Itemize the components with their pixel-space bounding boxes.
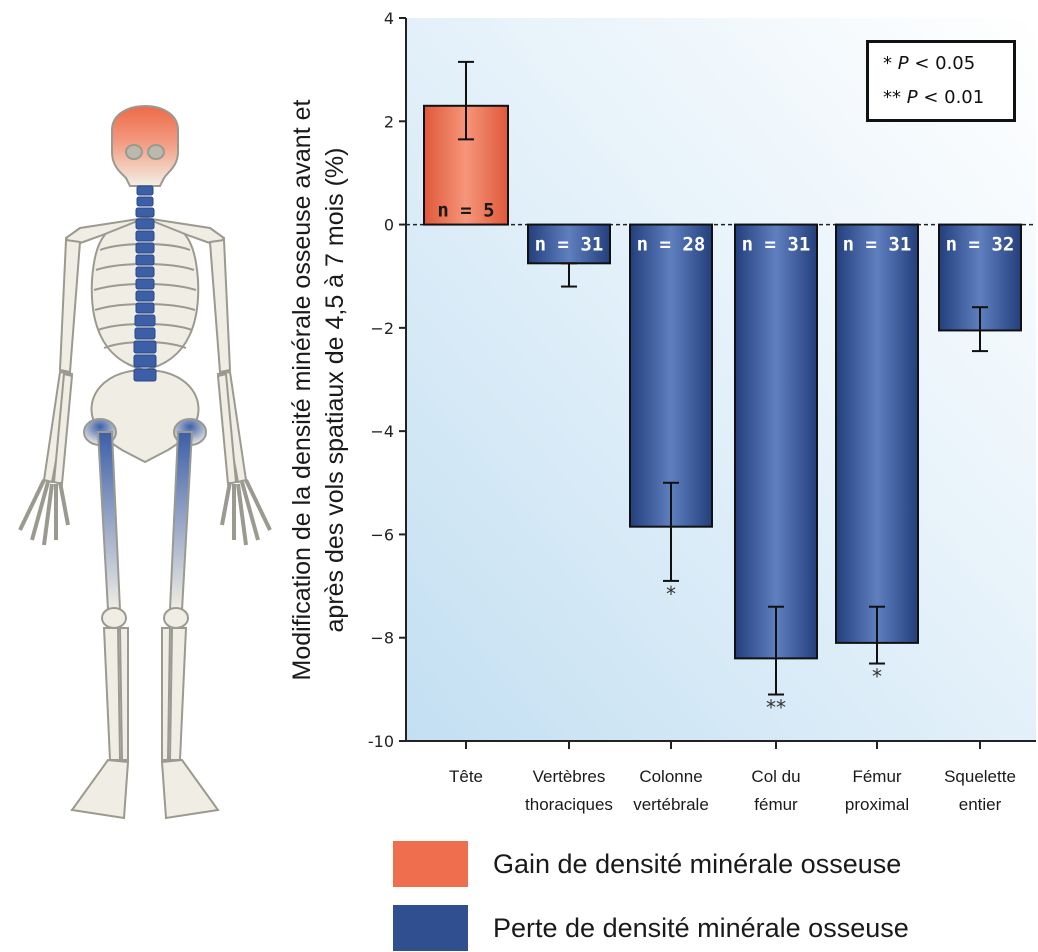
category-label: Vertèbres [533,767,606,786]
p-symbol: P [906,87,918,108]
n-label: n = 31 [535,234,604,256]
legend-label-gain: Gain de densité minérale osseuse [493,848,902,879]
legend-swatch-gain [393,841,468,887]
y-tick-label: 4 [384,9,394,28]
legend-swatch-loss [393,905,468,951]
skull [111,105,179,187]
category-label: proximal [845,795,909,814]
significance-mark: * [872,665,882,689]
skeleton-illustration [18,105,272,820]
y-tick-label: −8 [370,629,394,648]
legend-item-gain: Gain de densité minérale osseuse [393,840,901,888]
plot-background [406,18,1036,742]
bar-1 [527,223,611,265]
category-label: Fémur [852,767,901,786]
p-threshold: < 0.05 [908,53,976,74]
y-tick-label: −6 [370,525,394,544]
bar-4 [835,223,919,644]
category-label: Tête [449,767,483,786]
category-label: entier [959,795,1002,814]
pelvis [90,368,200,464]
significance-legend-item: ** P < 0.01 [883,87,984,108]
legend-item-loss: Perte de densité minérale osseuse [393,904,909,952]
y-tick-label: −2 [370,319,394,338]
category-label: Squelette [944,767,1016,786]
p-symbol: P [897,53,909,74]
category-label: Col du [751,767,800,786]
y-tick-label: 2 [384,112,394,131]
significance-stars: * [883,53,892,74]
category-label: fémur [754,795,798,814]
y-tick-label: -10 [368,732,394,751]
significance-mark: * [666,582,676,606]
bar-3 [734,223,818,660]
n-label: n = 5 [437,200,494,222]
category-labels: Tête Vertèbres thoraciques Colonne vertébral… [406,740,1036,814]
y-axis-title-line-1: Modification de la densité minérale osse… [288,100,316,681]
category-label: Colonne [639,767,702,786]
y-tick-label: −4 [370,422,394,441]
legend-label-loss: Perte de densité minérale osseuse [493,912,909,943]
bar-2 [629,223,713,528]
significance-mark: ** [766,696,786,720]
y-tick-label: 0 [384,216,394,235]
category-label: vertébrale [633,795,709,814]
p-threshold: < 0.01 [917,87,985,108]
n-label: n = 32 [946,234,1015,256]
significance-legend-item: * P < 0.05 [883,53,975,74]
significance-legend: * P < 0.05 ** P < 0.01 [866,40,1016,122]
category-label: thoraciques [525,795,613,814]
y-axis-title-line-2: après des vols spatiaux de 4,5 à 7 mois … [321,148,349,633]
n-label: n = 31 [742,234,811,256]
bars: n = 5 n = 31 n = 28 * n = 31 ** n = 31 * n = 32 [423,60,1022,720]
n-label: n = 31 [843,234,912,256]
y-axis: 4 2 0 −2 −4 −6 −8 -10 [368,9,1036,751]
significance-stars: ** [883,87,901,108]
n-label: n = 28 [637,234,706,256]
